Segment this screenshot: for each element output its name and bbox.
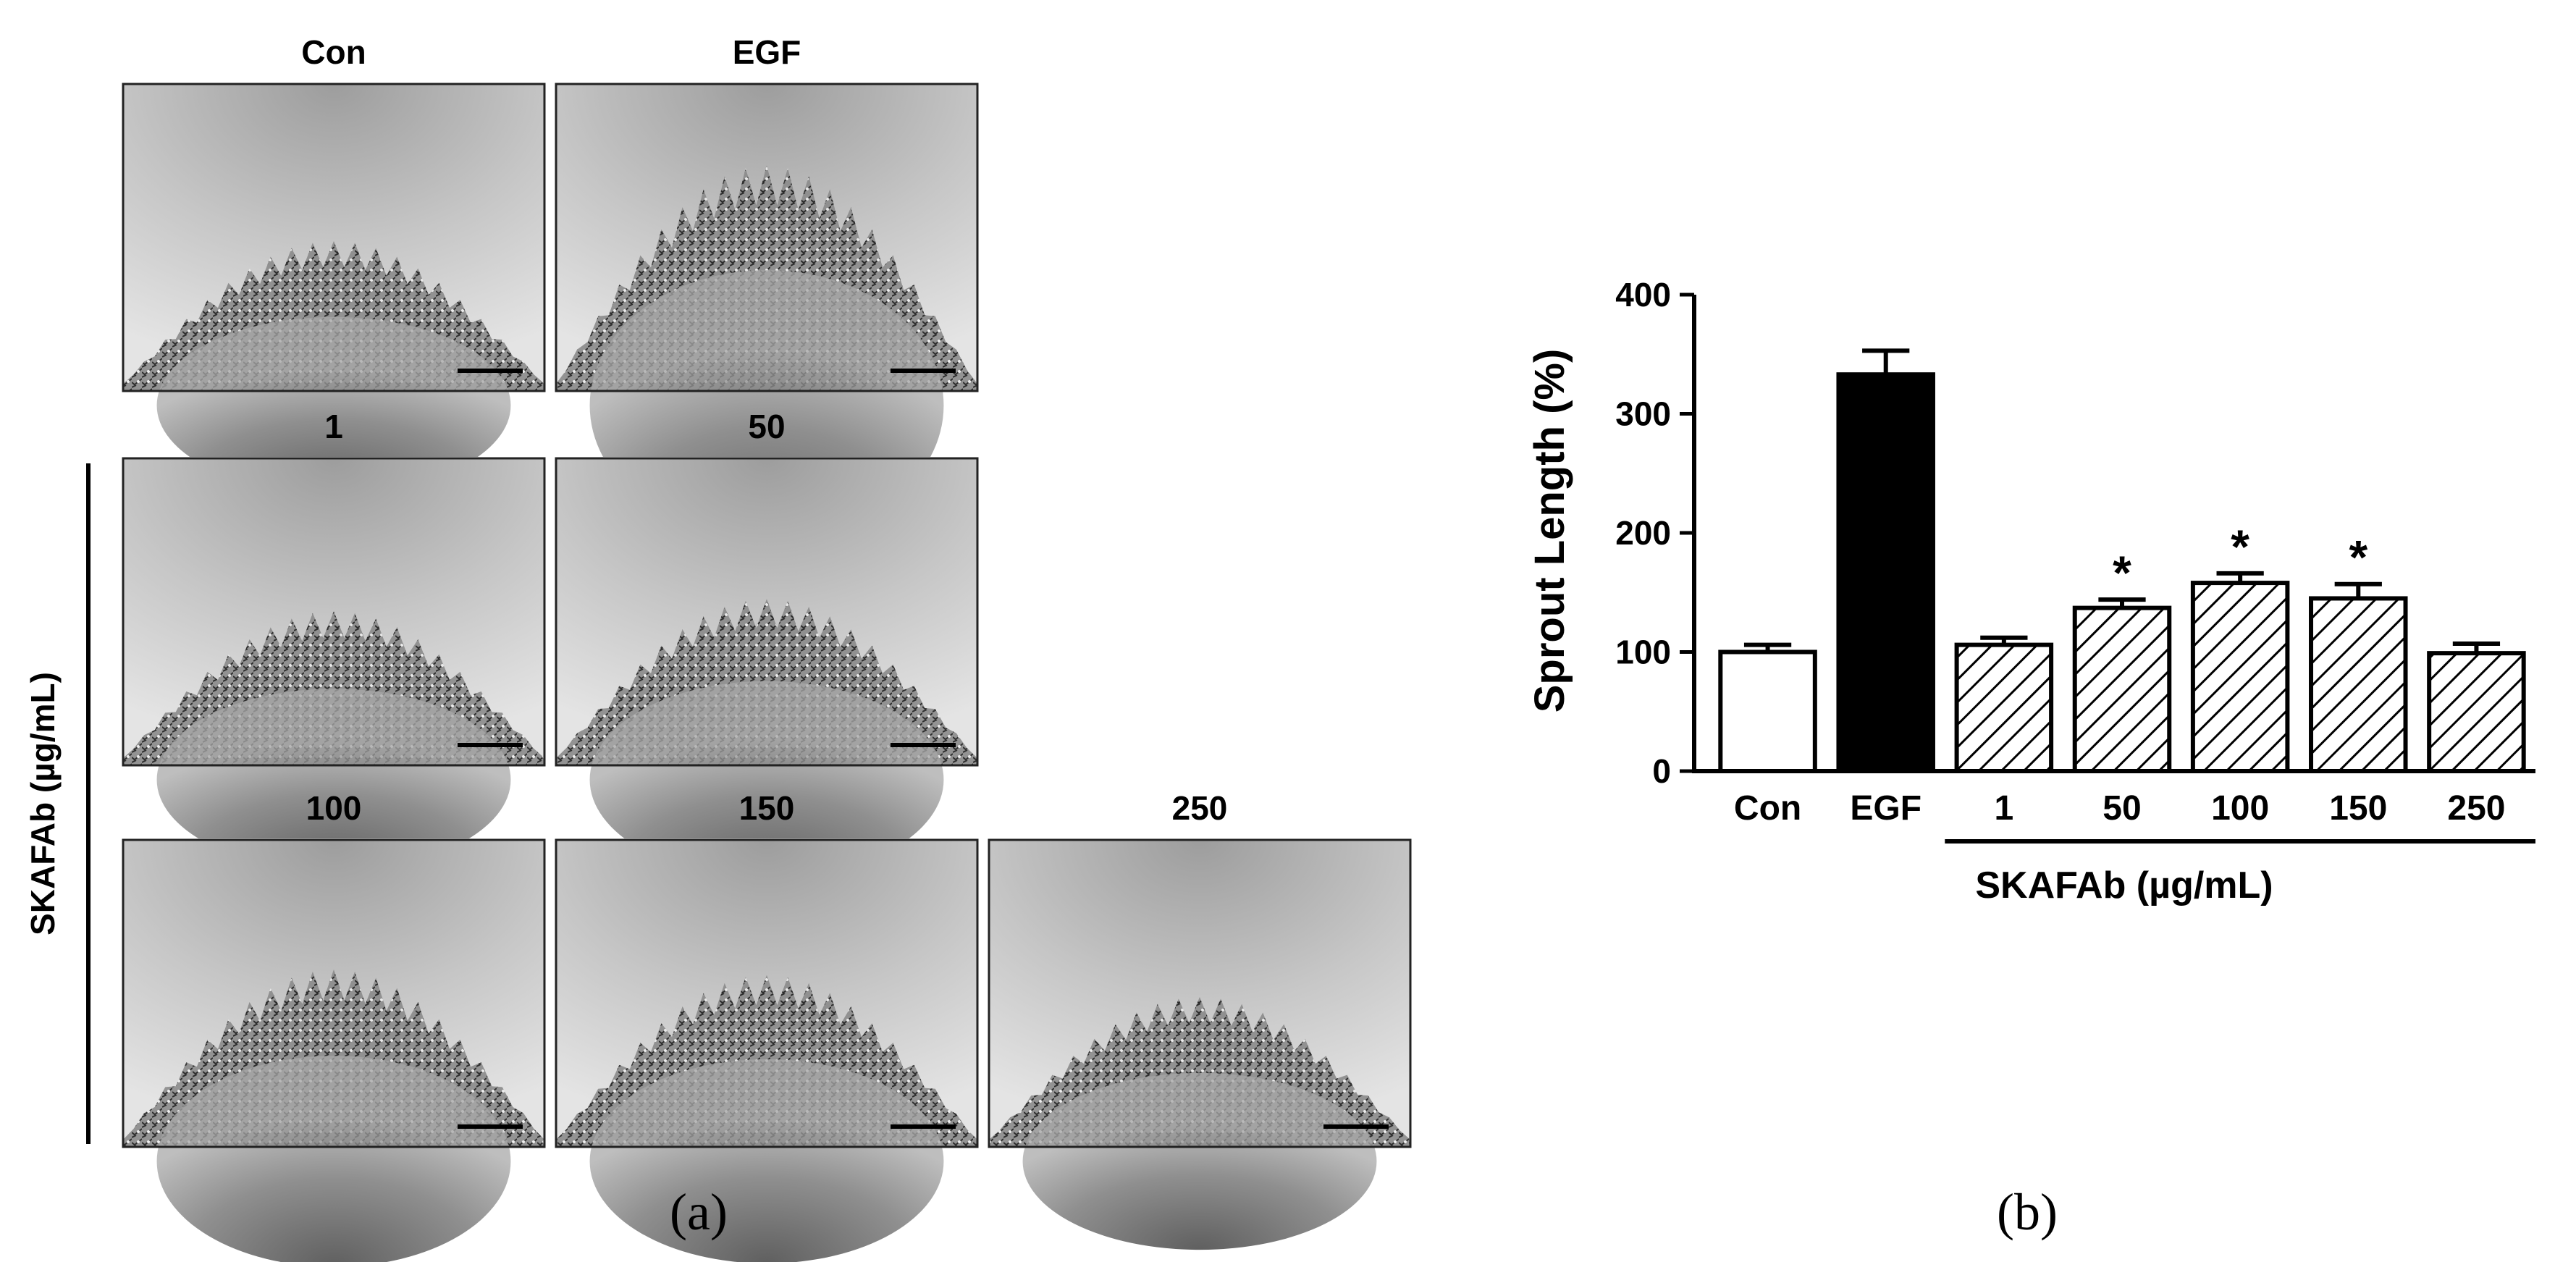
image-label: 100: [306, 789, 362, 827]
bar: [1836, 372, 1935, 773]
image-label: 250: [1172, 789, 1228, 827]
microscopy-image: [122, 838, 546, 1262]
microscopy-image: [122, 457, 546, 871]
image-label: EGF: [733, 33, 801, 71]
x-tick-label: 50: [2103, 789, 2141, 828]
chart-group-label: SKAFAb (µg/mL): [1975, 865, 2273, 906]
x-tick-label: 100: [2211, 789, 2269, 828]
significance-marker: *: [2349, 531, 2367, 584]
y-tick-label: 200: [1615, 514, 1671, 552]
x-tick-label: EGF: [1850, 789, 1922, 828]
image-label: 1: [324, 408, 343, 445]
y-tick-label: 100: [1615, 634, 1671, 671]
x-tick-label: 1: [1995, 789, 2014, 828]
significance-marker: *: [2231, 520, 2249, 573]
image-label: 150: [739, 789, 795, 827]
microscopy-image: [122, 83, 546, 495]
y-tick-label: 300: [1615, 395, 1671, 433]
bar: [2072, 605, 2172, 774]
panel-b-caption: (b): [1997, 1183, 2058, 1241]
microscopy-image: [555, 838, 979, 1262]
chart-y-axis-label: Sprout Length (%): [1526, 349, 1573, 713]
bar: [2309, 596, 2408, 773]
x-tick-label: 150: [2329, 789, 2387, 828]
x-tick-label: Con: [1734, 789, 1801, 828]
image-label: Con: [301, 33, 366, 71]
microscopy-image: [988, 838, 1412, 1250]
bar: [2190, 581, 2290, 774]
y-tick-label: 0: [1652, 752, 1671, 790]
image-label: 50: [748, 408, 785, 445]
microscopy-image: [555, 457, 979, 879]
bar: [1954, 642, 2054, 773]
x-tick-label: 250: [2447, 789, 2505, 828]
bar: [1718, 649, 1817, 773]
significance-marker: *: [2113, 546, 2131, 600]
panel-a-caption: (a): [670, 1183, 728, 1241]
bar: [2427, 651, 2526, 774]
panel-a-group-label: SKAFAb (µg/mL): [24, 672, 62, 935]
y-tick-label: 400: [1615, 276, 1671, 314]
